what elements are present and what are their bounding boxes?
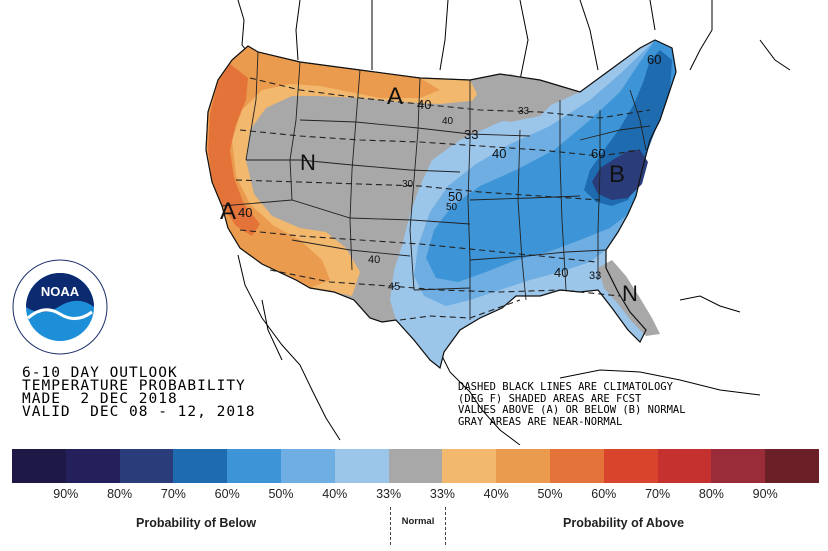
contour-label: 40 [492,146,506,161]
us-coastline [205,39,677,370]
noaa-logo: NOAA [12,259,108,355]
legend-percent-label: 50% [537,487,563,501]
legend-percent-label: 90% [752,487,778,501]
outlook-line-2: TEMPERATURE PROBABILITY [22,378,246,394]
legend-normal-caption: Normal [401,516,435,527]
legend-percent-label: 80% [107,487,133,501]
above-40-region [206,46,440,288]
contour-label: 33 [518,106,530,117]
probability-legend-bar [12,449,819,483]
normal-region-florida [598,260,660,336]
legend-swatch [119,449,174,483]
outlook-line-4: VALID DEC 08 - 12, 2018 [22,404,256,420]
legend-swatch [173,449,228,483]
contour-label: 50 [446,202,458,213]
legend-swatch [442,449,497,483]
contour-label: 40 [554,265,568,280]
legend-swatch [657,449,712,483]
climatology-contours [235,77,651,321]
legend-percent-label: 60% [214,487,240,501]
legend-percent-label: 40% [322,487,348,501]
contour-label: 40 [368,254,380,266]
legend-percent-label: 40% [483,487,509,501]
below-70-region [592,150,648,200]
legend-swatch [280,449,335,483]
above-marker-north: A [387,83,403,110]
legend-swatch [227,449,281,483]
notes-line-4: GRAY AREAS ARE NEAR-NORMAL [458,415,623,428]
legend-percent-label: 50% [268,487,294,501]
outlook-title-block: 6-10 DAY OUTLOOK TEMPERATURE PROBABILITY M… [22,365,256,420]
normal-marker-florida: N [622,281,638,306]
above-50-region-west [208,64,260,236]
contour-label: 50 [448,189,462,204]
contour-label: 40 [417,97,431,112]
normal-marker-interior: N [300,150,316,175]
contour-label: 33 [589,270,601,282]
legend-percent-label: 70% [645,487,671,501]
contour-label: 60 [591,146,605,161]
contour-label: 40 [442,116,454,127]
legend-below-caption: Probability of Below [136,516,257,530]
legend-swatch [711,449,766,483]
legend-normal-separator-left [390,507,391,545]
contour-label: 40 [238,205,252,220]
state-boundaries [221,51,651,320]
contour-label: 45 [388,281,400,293]
notes-line-1: DASHED BLACK LINES ARE CLIMATOLOGY [458,381,673,393]
neighbor-country-outlines [237,0,791,445]
above-marker-west: A [220,198,236,225]
contour-label: 33 [464,127,478,142]
legend-percent-label: 33% [429,487,455,501]
legend-above-caption: Probability of Above [563,516,685,530]
legend-percent-label: 60% [591,487,617,501]
outlook-line-3: MADE 2 DEC 2018 [22,391,178,407]
legend-swatch [65,449,120,483]
legend-normal-separator-right [445,507,446,545]
legend-swatch [12,449,66,483]
legend-swatch [765,449,819,483]
legend-swatch [334,449,389,483]
legend-swatch [549,449,604,483]
temperature-outlook-map: A A B N N 40 40 33 40 60 60 50 50 40 45 … [12,0,791,445]
below-50-region [426,40,676,282]
legend-percent-label: 80% [698,487,724,501]
map-notes-block: DASHED BLACK LINES ARE CLIMATOLOGY (DEG F… [458,381,686,428]
legend-swatch [603,449,658,483]
legend-percent-label: 33% [376,487,402,501]
contour-labels: 40 40 33 40 60 60 50 50 40 45 30 40 33 4… [238,52,661,293]
legend-percent-label: 90% [53,487,79,501]
contour-label: 30 [402,179,414,190]
noaa-logo-wordmark: NOAA [41,284,80,299]
notes-line-2: (DEG F) SHADED AREAS ARE FCST [458,392,642,405]
legend-swatch [388,449,443,483]
notes-line-3: VALUES ABOVE (A) OR BELOW (B) NORMAL [458,404,686,416]
below-marker-east: B [609,161,625,188]
legend-percent-label: 70% [160,487,186,501]
legend-swatch [496,449,550,483]
contour-label: 60 [647,52,661,67]
outlook-line-1: 6-10 DAY OUTLOOK [22,365,178,381]
